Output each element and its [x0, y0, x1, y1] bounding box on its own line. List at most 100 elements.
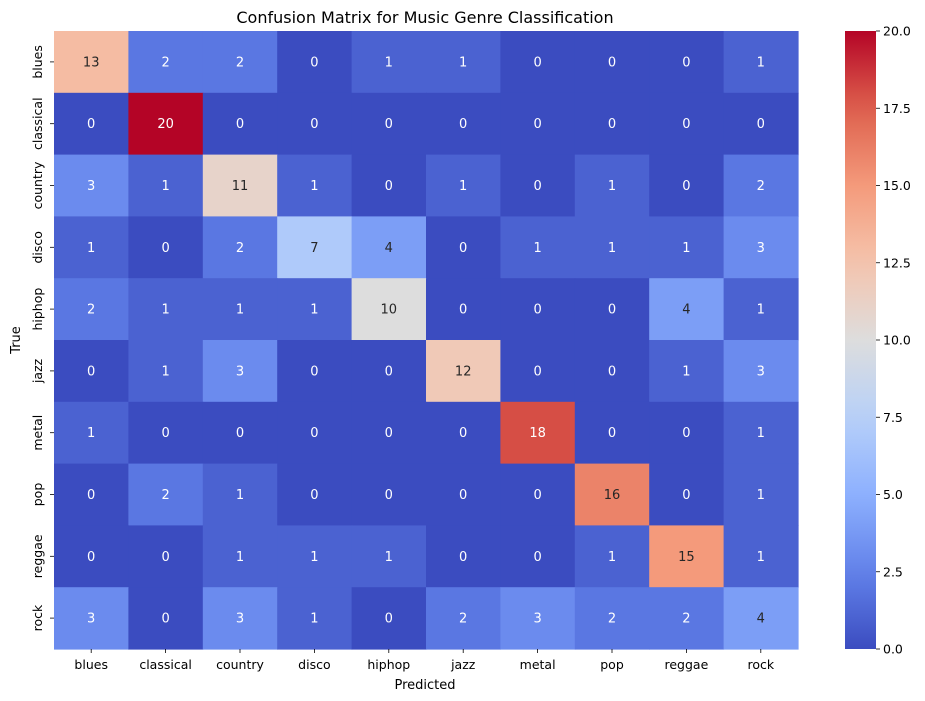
cell-value-label: 1 — [682, 241, 690, 256]
heatmap-cell — [351, 340, 427, 403]
cell-value-label: 3 — [236, 364, 244, 379]
cell-value-label: 0 — [87, 550, 95, 565]
cell-value-label: 1 — [310, 612, 318, 627]
heatmap-cell — [54, 216, 129, 279]
heatmap-cell — [351, 463, 427, 526]
heatmap-cell — [574, 31, 650, 94]
x-axis-label: Predicted — [394, 678, 455, 693]
cell-value-label: 0 — [533, 550, 541, 565]
cell-value-label: 0 — [310, 117, 318, 132]
cell-value-label: 0 — [533, 55, 541, 70]
cell-value-label: 1 — [236, 303, 244, 318]
y-tick-label: pop — [30, 483, 45, 507]
heatmap-cell — [202, 525, 278, 588]
heatmap-cell — [351, 216, 427, 279]
cell-value-label: 12 — [455, 364, 472, 379]
heatmap-cell — [202, 463, 278, 526]
cell-value-label: 0 — [310, 364, 318, 379]
cell-value-label: 1 — [236, 488, 244, 503]
y-tick-label: hiphop — [30, 288, 45, 331]
heatmap-cell — [649, 525, 725, 588]
heatmap-cell — [723, 278, 799, 341]
heatmap-cell — [649, 92, 725, 156]
x-tick-label: disco — [298, 657, 330, 672]
cell-value-label: 0 — [236, 117, 244, 132]
cell-value-label: 2 — [161, 488, 169, 503]
heatmap-cell — [649, 463, 725, 526]
x-tick-label: blues — [74, 657, 108, 672]
cell-value-label: 0 — [385, 117, 393, 132]
cell-value-label: 10 — [381, 303, 398, 318]
cell-value-label: 0 — [608, 55, 616, 70]
heatmap-cell — [649, 340, 725, 403]
heatmap-cell — [574, 278, 650, 341]
y-tick-label: blues — [30, 45, 45, 79]
cell-value-label: 0 — [608, 117, 616, 132]
cell-value-label: 0 — [310, 426, 318, 441]
heatmap-cell — [426, 401, 501, 465]
heatmap-cell — [426, 31, 501, 94]
cell-value-label: 7 — [310, 241, 318, 256]
cell-value-label: 11 — [232, 179, 249, 194]
colorbar-tick-label: 17.5 — [883, 101, 911, 116]
heatmap-cell — [54, 525, 129, 588]
cell-value-label: 0 — [757, 117, 765, 132]
cell-value-label: 3 — [87, 612, 95, 627]
cell-value-label: 0 — [682, 55, 690, 70]
cell-value-label: 0 — [161, 550, 169, 565]
heatmap-cell — [649, 154, 725, 217]
cell-value-label: 0 — [459, 488, 467, 503]
heatmap-cell — [277, 278, 353, 341]
cell-value-label: 0 — [459, 550, 467, 565]
heatmap-cell — [574, 216, 650, 279]
x-tick-label: country — [216, 657, 264, 672]
heatmap-cell — [128, 525, 204, 588]
heatmap-cell — [723, 31, 799, 94]
heatmap-cell — [574, 401, 650, 465]
heatmap-cell — [351, 278, 427, 341]
cell-value-label: 0 — [87, 364, 95, 379]
cell-value-label: 1 — [310, 179, 318, 194]
heatmap-cell — [574, 340, 650, 403]
heatmap-cell — [500, 154, 576, 217]
heatmap-cell — [426, 278, 501, 341]
heatmap-cell — [574, 463, 650, 526]
heatmap-cell — [426, 92, 501, 156]
cell-value-label: 3 — [236, 612, 244, 627]
heatmap-cell — [202, 340, 278, 403]
cell-value-label: 1 — [385, 550, 393, 565]
heatmap-cell — [723, 463, 799, 526]
cell-value-label: 0 — [682, 179, 690, 194]
cell-value-label: 1 — [757, 303, 765, 318]
chart-title: Confusion Matrix for Music Genre Classif… — [236, 8, 613, 27]
heatmap-cell — [500, 587, 576, 650]
heatmap-cell — [202, 92, 278, 156]
heatmap-cell — [500, 401, 576, 465]
heatmap-cell — [54, 463, 129, 526]
heatmap-cell — [202, 154, 278, 217]
cell-value-label: 1 — [87, 241, 95, 256]
cell-value-label: 2 — [682, 612, 690, 627]
heatmap-cell — [351, 92, 427, 156]
cell-value-label: 0 — [682, 117, 690, 132]
heatmap-cell — [128, 340, 204, 403]
colorbar-tick-label: 12.5 — [883, 255, 911, 270]
colorbar-tick-label: 2.5 — [883, 564, 903, 579]
cell-value-label: 1 — [161, 303, 169, 318]
cell-value-label: 1 — [236, 550, 244, 565]
cell-value-label: 4 — [757, 612, 765, 627]
colorbar: 0.0 2.5 5.0 7.5 10.0 12.5 15.0 17.5 20.0 — [845, 24, 911, 657]
heatmap-cell — [500, 463, 576, 526]
heatmap-cell — [426, 525, 501, 588]
heatmap-cell — [128, 587, 204, 650]
cell-value-label: 0 — [533, 179, 541, 194]
cell-value-label: 1 — [459, 55, 467, 70]
y-tick-label: classical — [30, 97, 45, 150]
heatmap-cell — [351, 154, 427, 217]
cell-value-label: 1 — [533, 241, 541, 256]
cell-value-label: 0 — [459, 426, 467, 441]
heatmap-cell — [649, 216, 725, 279]
cell-value-label: 1 — [757, 550, 765, 565]
heatmap-cell — [723, 340, 799, 403]
